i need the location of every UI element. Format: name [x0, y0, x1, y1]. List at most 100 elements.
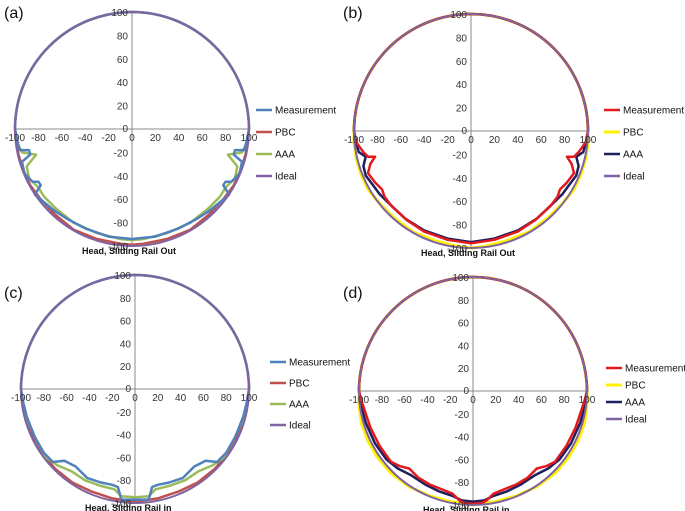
x-tick-label: 100	[579, 395, 596, 406]
x-tick-label: 100	[580, 135, 597, 146]
legend-label-ideal: Ideal	[289, 421, 311, 432]
y-tick-label: -100	[111, 499, 131, 510]
legend-label-pbc: PBC	[275, 128, 296, 139]
chart-panel-1: (a)-100 -80 -60 -40 -20 0 20 40 60 80 100-100-80-6…	[4, 5, 336, 256]
x-tick-label: 100	[241, 393, 258, 404]
y-tick-label: 40	[120, 339, 132, 350]
legend-label-aaa: AAA	[275, 150, 295, 161]
y-tick-label: 0	[122, 124, 128, 135]
panel-label: (d)	[343, 285, 363, 302]
y-tick-label: 60	[458, 319, 470, 330]
x-tick-label: -80	[37, 393, 52, 404]
x-tick-label: 60	[198, 393, 210, 404]
y-tick-label: 20	[120, 362, 132, 373]
x-tick-label: -40	[82, 393, 97, 404]
y-tick-label: 80	[117, 31, 129, 42]
x-tick-label: 20	[489, 135, 501, 146]
y-tick-label: -40	[453, 174, 468, 185]
x-axis-label: Head, Sliding Rail Out	[82, 246, 176, 256]
x-tick-label: -100	[5, 133, 25, 144]
y-tick-label: -60	[114, 195, 129, 206]
legend-label-aaa: AAA	[623, 150, 643, 161]
y-tick-label: 100	[111, 8, 128, 19]
x-axis-label: Head, Sliding Rail Out	[421, 248, 515, 258]
y-tick-label: 60	[120, 317, 132, 328]
x-tick-label: 100	[241, 133, 258, 144]
legend-label-pbc: PBC	[625, 381, 646, 392]
x-tick-label: -40	[78, 133, 93, 144]
x-tick-label: 40	[513, 395, 525, 406]
x-tick-label: -20	[105, 393, 120, 404]
y-tick-label: -80	[453, 221, 468, 232]
y-tick-label: -60	[117, 453, 132, 464]
x-tick-label: 60	[197, 133, 209, 144]
x-tick-label: -40	[417, 135, 432, 146]
series-ideal	[358, 276, 588, 506]
x-tick-label: 0	[468, 135, 474, 146]
y-tick-label: -100	[108, 242, 128, 253]
legend: Measurement PBC AAA Ideal	[606, 364, 685, 426]
x-tick-label: 40	[175, 393, 187, 404]
x-tick-label: -100	[11, 393, 31, 404]
x-tick-label: -60	[55, 133, 70, 144]
x-tick-label: -40	[420, 395, 435, 406]
chart-panel-3: (c)-100 -80 -60 -40 -20 0 20 40 60 80 100-100-80-6…	[4, 271, 350, 511]
x-tick-label: 0	[470, 395, 476, 406]
x-tick-label: 60	[536, 135, 548, 146]
x-tick-label: 0	[132, 393, 138, 404]
y-tick-label: -100	[449, 501, 469, 511]
y-tick-label: -80	[114, 219, 129, 230]
y-tick-label: -20	[455, 410, 470, 421]
y-tick-label: -20	[453, 150, 468, 161]
y-tick-label: 0	[461, 126, 467, 137]
series-ideal	[14, 11, 250, 247]
x-tick-label: 80	[220, 133, 232, 144]
y-tick-label: 80	[456, 33, 468, 44]
x-tick-label: -20	[443, 395, 458, 406]
y-tick-label: -80	[117, 476, 132, 487]
x-tick-label: -60	[394, 135, 409, 146]
legend-label-measurement: Measurement	[625, 364, 685, 375]
chart-panel-4: (d)-100 -80 -60 -40 -20 0 20 40 60 80 100-100-80-6…	[343, 273, 685, 511]
chart-panel-2: (b)-100 -80 -60 -40 -20 0 20 40 60 80 100-100-80-6…	[343, 5, 684, 258]
x-axis-label: Head, Sliding Rail in	[423, 505, 510, 511]
x-tick-label: 20	[152, 393, 164, 404]
panel-label: (c)	[4, 285, 23, 302]
legend-label-pbc: PBC	[623, 128, 644, 139]
series-ideal	[353, 13, 589, 249]
x-tick-label: -80	[375, 395, 390, 406]
legend: Measurement PBC AAA Ideal	[270, 358, 350, 432]
x-tick-label: 60	[536, 395, 548, 406]
legend-label-pbc: PBC	[289, 379, 310, 390]
x-tick-label: 80	[559, 395, 571, 406]
series-ideal	[20, 274, 250, 504]
legend-label-ideal: Ideal	[623, 172, 645, 183]
x-tick-label: -100	[344, 135, 364, 146]
legend: Measurement PBC AAA Ideal	[604, 106, 684, 183]
legend-label-measurement: Measurement	[289, 358, 350, 369]
y-tick-label: 0	[125, 384, 131, 395]
x-tick-label: -60	[397, 395, 412, 406]
legend-label-measurement: Measurement	[623, 106, 684, 117]
legend-label-measurement: Measurement	[275, 106, 336, 117]
y-tick-label: 80	[120, 294, 132, 305]
legend-label-aaa: AAA	[289, 400, 309, 411]
x-tick-label: 0	[129, 133, 135, 144]
x-tick-label: 40	[512, 135, 524, 146]
x-tick-label: 20	[490, 395, 502, 406]
y-tick-label: -20	[114, 148, 129, 159]
y-tick-label: 40	[117, 78, 129, 89]
x-tick-label: -60	[59, 393, 74, 404]
y-tick-label: -60	[453, 197, 468, 208]
x-axis-label: Head, Sliding Rail in	[85, 503, 172, 511]
x-tick-label: 40	[173, 133, 185, 144]
y-tick-label: -80	[455, 478, 470, 489]
y-tick-label: 20	[117, 102, 129, 113]
y-tick-label: -100	[447, 244, 467, 255]
x-tick-label: 20	[150, 133, 162, 144]
y-tick-label: -40	[117, 431, 132, 442]
legend: Measurement PBC AAA Ideal	[256, 106, 336, 183]
y-tick-label: -20	[117, 408, 132, 419]
y-tick-label: 100	[114, 271, 131, 282]
x-tick-label: -80	[31, 133, 46, 144]
